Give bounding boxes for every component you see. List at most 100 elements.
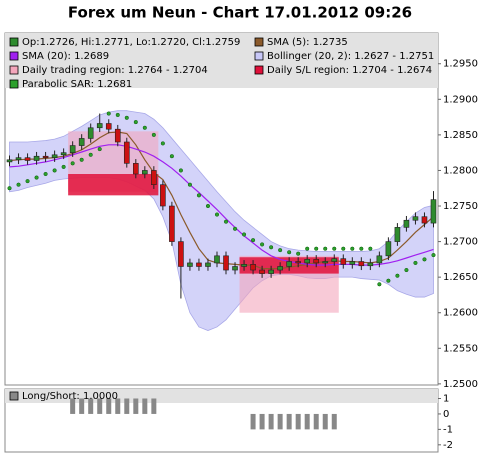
sar-dot <box>341 246 346 251</box>
sar-dot <box>169 154 174 159</box>
sar-dot <box>25 179 30 184</box>
legend-label: Op:1.2726, Hi:1.2771, Lo:1.2720, Cl:1.27… <box>22 37 240 48</box>
candle-body <box>160 184 166 207</box>
position-bar <box>277 413 283 430</box>
sar-dot <box>187 182 192 187</box>
candle-body <box>403 219 410 228</box>
sar-dot <box>52 168 57 173</box>
candle-body <box>105 123 112 130</box>
position-bar <box>88 398 94 414</box>
candle-body <box>114 128 121 143</box>
candle-body <box>78 138 85 146</box>
candle-body <box>15 157 22 161</box>
candle-body <box>69 145 76 153</box>
y-tick-label: 1.2900 <box>443 94 478 105</box>
y-tick-label: 1 <box>443 393 449 404</box>
candle-body <box>24 157 31 161</box>
position-bar <box>313 413 319 430</box>
y-tick-label: -1 <box>443 424 453 435</box>
y-tick-label: 1.2750 <box>443 201 478 212</box>
sar-dot <box>350 246 355 251</box>
sar-dot <box>404 267 409 273</box>
sar-dot <box>314 246 319 251</box>
candle-body <box>196 262 202 267</box>
legend-swatch <box>9 391 19 401</box>
position-bar <box>304 413 310 430</box>
sar-dot <box>260 242 265 247</box>
y-tick-label: 1.2650 <box>443 272 478 283</box>
y-tick-label: -2 <box>443 440 453 451</box>
candle-body <box>394 227 401 242</box>
sar-dot <box>422 257 427 262</box>
position-bar <box>115 398 121 414</box>
legend-label: Long/Short: 1.0000 <box>22 391 118 402</box>
y-tick-label: 1.2800 <box>443 165 478 176</box>
candle-body <box>259 269 265 274</box>
legend-swatch <box>9 65 19 75</box>
candle-body <box>304 259 310 264</box>
candle-body <box>331 258 338 262</box>
lower-legend-background <box>5 389 438 403</box>
sar-dot <box>142 125 147 130</box>
sar-dot <box>251 238 256 243</box>
legend-swatch <box>9 79 19 89</box>
sar-dot <box>269 245 274 250</box>
candle-body <box>51 154 58 158</box>
position-bar <box>331 413 337 430</box>
sar-dot <box>395 273 400 278</box>
candle-body <box>349 261 356 265</box>
sar-dot <box>160 141 165 146</box>
sar-dot <box>287 250 292 255</box>
sar-dot <box>359 246 364 251</box>
legend-swatch <box>254 65 264 75</box>
candle-body <box>421 216 428 224</box>
candle-body <box>42 155 49 158</box>
sar-dot <box>368 246 373 251</box>
sar-dot <box>332 246 337 251</box>
chart-title: Forex um Neun - Chart 17.01.2012 09:26 <box>68 4 412 22</box>
sar-dot <box>43 171 48 177</box>
sar-dot <box>7 186 12 191</box>
position-bar <box>250 413 256 430</box>
candle-body <box>295 261 301 264</box>
position-bar <box>151 398 157 414</box>
position-bar <box>79 398 85 414</box>
y-tick-label: 1.2950 <box>443 59 478 70</box>
legend-swatch <box>254 37 264 47</box>
sar-dot <box>386 278 391 283</box>
candle-body <box>286 261 292 267</box>
sar-dot <box>70 161 75 166</box>
candle-body <box>6 159 13 163</box>
candle-body <box>376 255 383 264</box>
sar-dot <box>223 219 229 224</box>
candle-body <box>412 216 419 221</box>
sar-dot <box>16 182 21 187</box>
position-bar <box>268 413 274 430</box>
candle-body <box>268 269 274 274</box>
sar-dot <box>305 246 310 251</box>
position-bar <box>106 398 112 414</box>
sar-dot <box>296 251 301 256</box>
legend-swatch <box>9 37 19 47</box>
legend-swatch <box>254 51 264 61</box>
candle-body <box>205 262 211 267</box>
y-tick-label: 1.2500 <box>443 379 478 390</box>
sar-dot <box>106 111 111 116</box>
sar-dot <box>115 112 120 118</box>
candle-body <box>430 199 437 224</box>
position-bar <box>259 413 265 430</box>
position-bar <box>133 398 139 414</box>
sar-dot <box>196 193 201 198</box>
candle-body <box>241 264 247 267</box>
legend-label: Parabolic SAR: 1.2681 <box>22 79 132 90</box>
candle-body <box>223 255 229 271</box>
candle-body <box>277 266 283 271</box>
candle-body <box>214 255 220 264</box>
candle-body <box>33 155 40 161</box>
candle-body <box>232 266 238 271</box>
legend-label: SMA (20): 1.2689 <box>22 51 109 62</box>
candle-body <box>322 261 329 264</box>
position-bar <box>295 413 301 430</box>
y-tick-label: 0 <box>443 409 449 420</box>
sar-dot <box>278 248 283 253</box>
